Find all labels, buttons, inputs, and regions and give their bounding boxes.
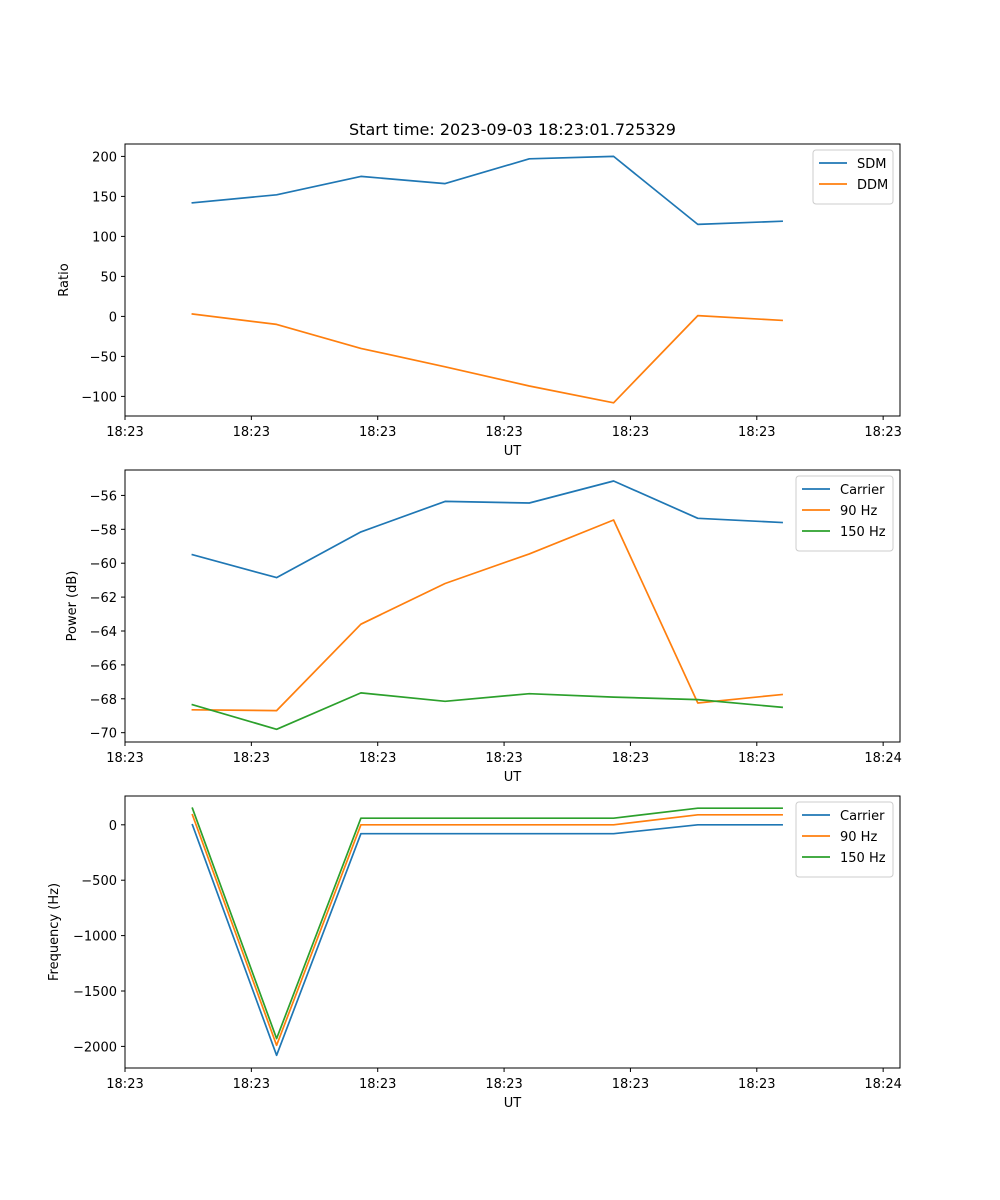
panel-1-x-tick-label: 18:23 [485,425,522,440]
panel-3-series-3-line [191,807,783,1040]
panel-3-x-tick-label: 18:23 [359,1077,396,1092]
panel-2-x-axis-label: UT [504,770,522,785]
panel-3-x-tick-label: 18:23 [106,1077,143,1092]
panel-3-x-tick-label: 18:23 [485,1077,522,1092]
panel-1-x-tick-label: 18:23 [106,425,143,440]
panel-3-y-tick-label: −2000 [73,1040,117,1055]
panel-1-series-2-line [191,313,783,404]
panel-1-y-tick-label: 0 [109,310,117,325]
panel-1-title: Start time: 2023-09-03 18:23:01.725329 [349,120,676,139]
panel-1-x-tick-label: 18:23 [359,425,396,440]
panel-2-y-tick-label: −58 [90,523,117,538]
panel-3-y-tick-label: −1000 [73,930,117,945]
panel-2-x-tick-label: 18:23 [738,751,775,766]
panel-1-legend-label-1: SDM [857,157,886,172]
panel-3-legend-label-2: 90 Hz [840,830,877,845]
panel-2-x-tick-label: 18:23 [485,751,522,766]
panel-1-x-tick-label: 18:23 [233,425,270,440]
panel-3: 18:23 18:23 18:23 18:23 18:23 18:23 18:24 −2000… [47,795,902,1111]
panel-1-x-tick-label: 18:23 [738,425,775,440]
panel-2-legend-label-1: Carrier [840,483,885,498]
panel-2-legend-label-3: 150 Hz [840,525,886,540]
panel-1-y-axis-label: Ratio [57,263,72,296]
panel-2-x-tick-label: 18:23 [233,751,270,766]
panel-2-y-axis-label: Power (dB) [65,571,80,642]
panel-2-series-2-line [191,519,784,712]
panel-2-y-tick-label: −70 [90,727,117,742]
panel-2-y-tick-label: −66 [90,659,117,674]
panel-2-series-3-line [191,692,784,731]
panel-2-x-tick-label: 18:23 [612,751,649,766]
panel-1-y-tick-label: −100 [81,390,117,405]
panel-3-x-tick-label: 18:23 [233,1077,270,1092]
panel-1-legend: SDM DDM [812,149,894,205]
panel-2-y-tick-label: −56 [90,489,117,504]
panel-3-axes-frame [124,795,901,1069]
panel-2-x-tick-label: 18:23 [359,751,396,766]
panels: 18:23 18:23 18:23 18:23 18:23 18:23 18:23 −100 −… [47,120,902,1111]
panel-3-series-1-line [191,823,783,1057]
panel-1-y-tick-label: 50 [100,270,117,285]
panel-3-series-2-line [191,813,783,1047]
panel-2-y-tick-label: −62 [90,591,117,606]
panel-2-legend-label-2: 90 Hz [840,504,877,519]
panel-2-y-tick-label: −68 [90,693,117,708]
panel-2-x-tick-label: 18:23 [106,751,143,766]
panel-2-legend-box [795,475,894,552]
panel-3-legend-label-1: Carrier [840,809,885,824]
panel-1-x-tick-label: 18:23 [864,425,901,440]
panel-2-y-tick-label: −64 [90,625,117,640]
panel-3-x-tick-label: 18:23 [738,1077,775,1092]
panel-1-y-tick-label: −50 [90,350,117,365]
panel-3-legend-box [795,801,894,878]
panel-1-legend-label-2: DDM [857,178,888,193]
panel-3-x-tick-label: 18:23 [612,1077,649,1092]
panel-3-y-axis-label: Frequency (Hz) [47,883,62,981]
panel-1-y-tick-label: 200 [92,150,117,165]
panel-3-y-tick-label: 0 [109,819,117,834]
panel-1-x-axis-label: UT [504,444,522,459]
panel-3-y-tick-label: −1500 [73,985,117,1000]
panel-3-legend-label-3: 150 Hz [840,851,886,866]
panel-1-series-1-line [191,155,783,226]
panel-2: 18:23 18:23 18:23 18:23 18:23 18:23 18:24 −70 −6… [65,469,902,785]
panel-1-axes-frame [124,143,901,417]
panel-1: 18:23 18:23 18:23 18:23 18:23 18:23 18:23 −100 −… [57,120,902,459]
panel-3-x-axis-label: UT [504,1096,522,1111]
panel-2-x-tick-label: 18:24 [864,751,901,766]
panel-3-y-tick-label: −500 [81,874,117,889]
panel-2-series-1-line [191,480,783,579]
panel-3-x-tick-label: 18:24 [864,1077,901,1092]
panel-2-y-tick-label: −60 [90,557,117,572]
panel-2-axes-frame [124,469,901,743]
panel-1-y-tick-label: 100 [92,230,117,245]
panel-1-x-tick-label: 18:23 [612,425,649,440]
panel-2-legend: Carrier 90 Hz 150 Hz [795,475,894,552]
panel-1-y-tick-label: 150 [92,190,117,205]
panel-3-legend: Carrier 90 Hz 150 Hz [795,801,894,878]
